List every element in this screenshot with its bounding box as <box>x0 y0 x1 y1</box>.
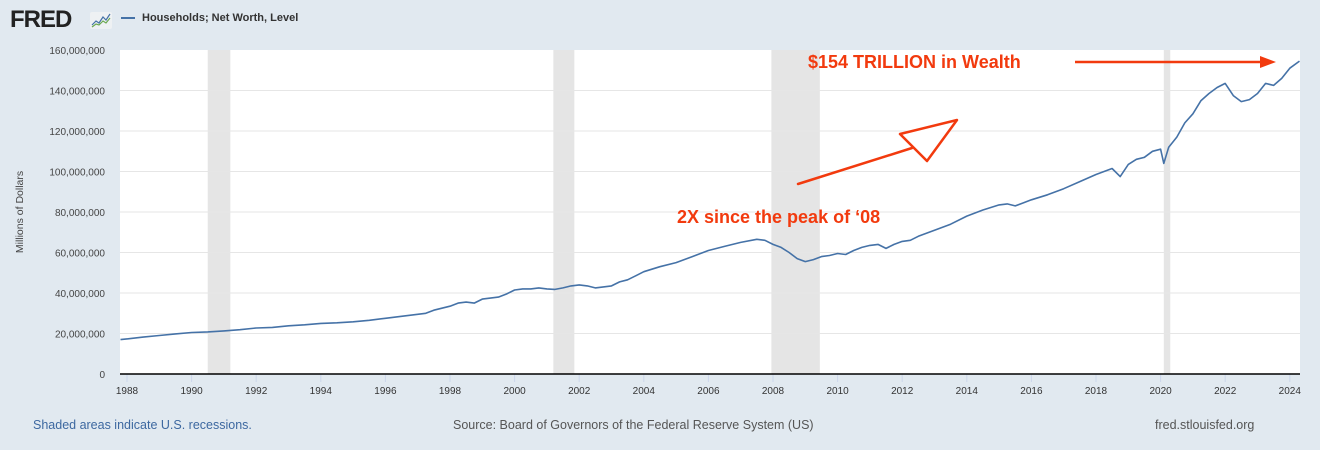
y-tick-label: 20,000,000 <box>55 330 105 341</box>
x-tick-label: 2008 <box>762 386 785 397</box>
annotation-wealth: $154 TRILLION in Wealth <box>808 52 1021 72</box>
line-chart-icon <box>90 12 112 29</box>
x-tick-label: 2006 <box>697 386 720 397</box>
y-tick-label: 80,000,000 <box>55 208 105 219</box>
y-tick-label: 120,000,000 <box>49 127 105 138</box>
y-tick-label: 60,000,000 <box>55 249 105 260</box>
y-tick-label: 140,000,000 <box>49 87 105 98</box>
x-tick-label: 2014 <box>956 386 979 397</box>
recession-note-link[interactable]: Shaded areas indicate U.S. recessions. <box>33 418 252 432</box>
y-tick-label: 40,000,000 <box>55 289 105 300</box>
x-tick-label: 2004 <box>633 386 656 397</box>
y-axis-label: Millions of Dollars <box>14 171 26 253</box>
series-line <box>120 60 1300 341</box>
x-tick-label: 1988 <box>116 386 139 397</box>
x-tick-label: 2022 <box>1214 386 1237 397</box>
x-tick-label: 1992 <box>245 386 268 397</box>
x-tick-label: 1996 <box>374 386 397 397</box>
annotation-2x: 2X since the peak of ‘08 <box>677 207 880 227</box>
x-tick-label: 2024 <box>1279 386 1302 397</box>
annotation-wealth-arrow-head <box>1260 56 1276 68</box>
x-axis-ticks: 1988 1990 1992 1994 1996 1998 2000 2002 2004 2006… <box>116 374 1301 397</box>
fred-logo[interactable]: FRED <box>10 6 72 33</box>
site-link[interactable]: fred.stlouisfed.org <box>1155 418 1255 432</box>
source-text: Source: Board of Governors of the Federa… <box>453 418 814 432</box>
legend-swatch <box>121 17 135 19</box>
x-tick-label: 2000 <box>503 386 526 397</box>
annotation-up-arrow-line <box>796 146 914 186</box>
y-axis-ticks: 0 20,000,000 40,000,000 60,000,000 80,000,00… <box>49 46 105 381</box>
x-tick-label: 2020 <box>1149 386 1172 397</box>
x-tick-label: 2002 <box>568 386 591 397</box>
x-tick-label: 2010 <box>826 386 849 397</box>
y-tick-label: 100,000,000 <box>49 168 105 179</box>
legend[interactable]: Households; Net Worth, Level <box>121 12 298 24</box>
y-tick-label: 0 <box>99 370 105 381</box>
annotation-up-arrow-head <box>898 118 959 163</box>
x-tick-label: 2018 <box>1085 386 1108 397</box>
x-tick-label: 2016 <box>1020 386 1043 397</box>
y-tick-label: 160,000,000 <box>49 46 105 57</box>
x-tick-label: 1994 <box>310 386 333 397</box>
x-tick-label: 1990 <box>180 386 203 397</box>
x-tick-label: 2012 <box>891 386 914 397</box>
x-tick-label: 1998 <box>439 386 462 397</box>
chart: 0 20,000,000 40,000,000 60,000,000 80,000,00… <box>14 46 1301 397</box>
legend-label: Households; Net Worth, Level <box>142 12 299 24</box>
